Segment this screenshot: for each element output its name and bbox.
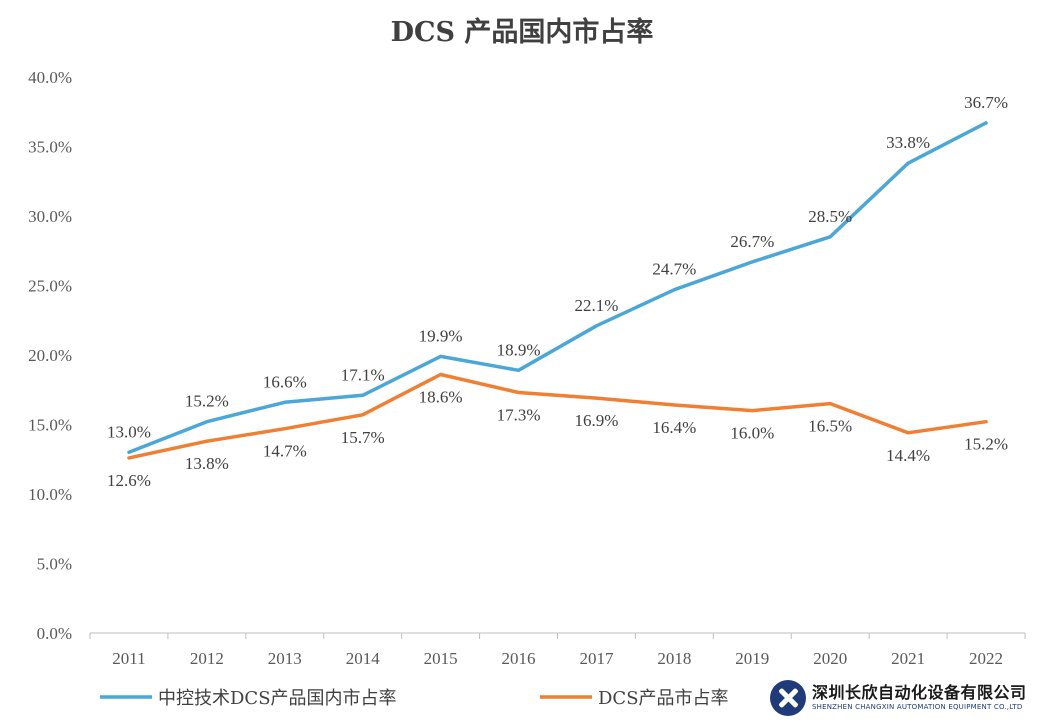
x-tick-label: 2022 [969,649,1003,668]
y-tick-label: 25.0% [28,277,72,296]
data-label: 26.7% [730,232,774,251]
x-tick-label: 2014 [346,649,381,668]
company-watermark: 深圳长欣自动化设备有限公司 SHENZHEN CHANGXIN AUTOMATI… [770,678,1027,718]
data-label: 16.5% [808,417,852,436]
data-label: 16.6% [263,372,307,391]
data-label: 16.9% [574,411,618,430]
chart-axes: 2011 2012 2013 2014 2015 2016 2017 2018 2019 2020… [28,68,1026,668]
data-label: 16.4% [652,418,696,437]
data-label: 18.9% [497,340,541,359]
y-tick-label: 15.0% [28,416,72,435]
data-label: 15.7% [341,428,385,447]
data-label: 36.7% [964,93,1008,112]
chart-legend: 中控技术DCS产品国内市占率 DCS产品市占率 [100,688,729,709]
data-label: 17.1% [341,365,385,384]
data-label: 18.6% [419,387,463,406]
data-label: 14.4% [886,446,930,465]
data-label: 15.2% [185,392,229,411]
x-tick-label: 2019 [735,649,769,668]
y-tick-label: 0.0% [37,624,72,643]
chart-series-lines [127,121,988,460]
x-tick-label: 2015 [424,649,458,668]
x-tick-label: 2013 [268,649,302,668]
data-label: 13.8% [185,454,229,473]
data-label: 12.6% [107,471,151,490]
x-tick-label: 2012 [190,649,224,668]
y-tick-label: 30.0% [28,207,72,226]
x-tick-label: 2020 [813,649,847,668]
chart-data-labels: 13.0% 15.2% 16.6% 17.1% 19.9% 18.9% 22.1% 24.7%… [107,93,1008,490]
data-label: 15.2% [964,435,1008,454]
y-tick-label: 40.0% [28,68,72,87]
legend-label-1: 中控技术DCS产品国内市占率 [158,688,397,709]
watermark-company-name: 深圳长欣自动化设备有限公司 [812,683,1027,702]
y-tick-label: 20.0% [28,346,72,365]
data-label: 19.9% [419,326,463,345]
y-tick-label: 5.0% [37,555,72,574]
changxin-logo-icon [770,680,806,716]
data-label: 13.0% [107,422,151,441]
data-label: 14.7% [263,442,307,461]
x-tick-label: 2018 [657,649,691,668]
series-line-1 [127,121,988,455]
x-tick-label: 2021 [891,649,925,668]
data-label: 16.0% [730,424,774,443]
x-tick-label: 2016 [502,649,536,668]
series-line-2 [127,372,988,460]
chart-title: DCS 产品国内市占率 [391,16,654,48]
watermark-company-english: SHENZHEN CHANGXIN AUTOMATION EQUIPMENT C… [812,703,1023,711]
x-tick-label: 2011 [112,649,145,668]
legend-label-2: DCS产品市占率 [598,688,729,709]
data-label: 24.7% [652,260,696,279]
y-tick-label: 10.0% [28,485,72,504]
x-tick-label: 2017 [579,649,614,668]
data-label: 17.3% [497,406,541,425]
data-label: 28.5% [808,207,852,226]
data-label: 33.8% [886,133,930,152]
y-tick-label: 35.0% [28,138,72,157]
data-label: 22.1% [574,296,618,315]
